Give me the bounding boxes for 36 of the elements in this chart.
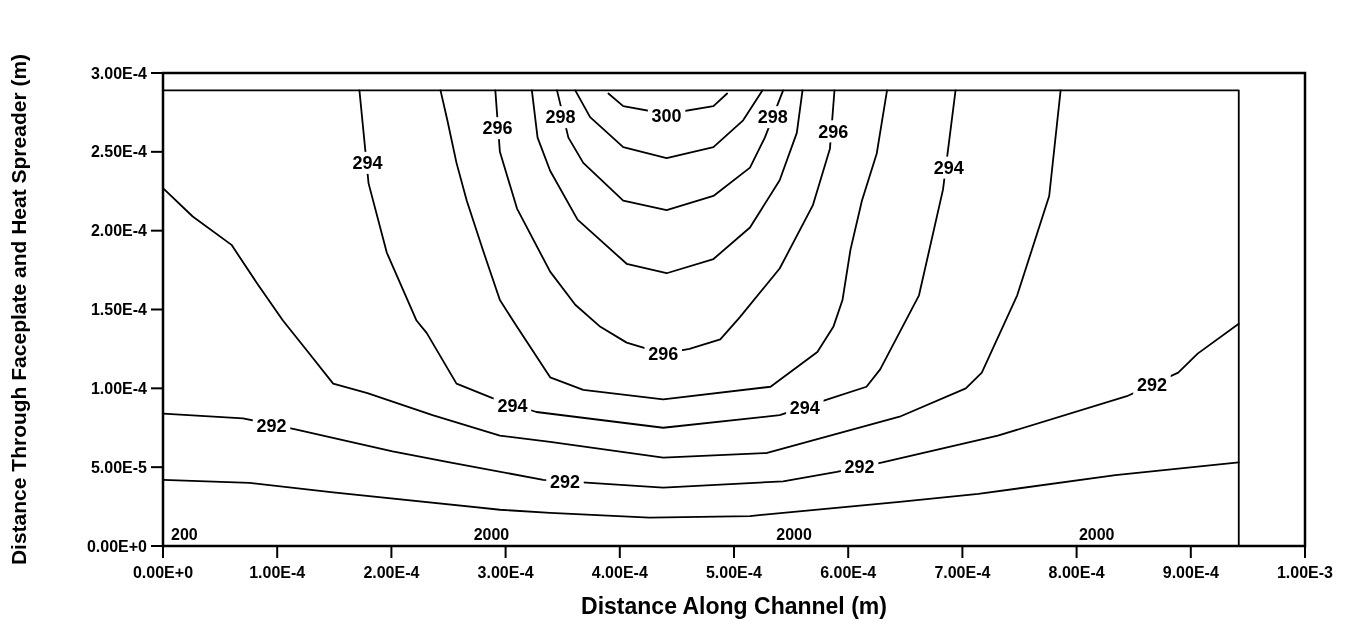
annotation: 294	[352, 153, 383, 174]
annotation: 292	[844, 457, 875, 478]
annotation: 292	[1136, 375, 1167, 396]
x-tick-label: 0.00E+0	[132, 564, 194, 581]
y-tick-label: 5.00E-5	[90, 458, 148, 476]
y-tick-label: 1.00E-4	[90, 379, 148, 397]
annotation: 2000	[1078, 526, 1115, 543]
x-axis-title: Distance Along Channel (m)	[581, 593, 887, 619]
y-tick-label: 1.50E-4	[90, 301, 148, 319]
y-axis-title: Distance Through Faceplate and Heat Spreader (m)	[7, 53, 30, 566]
x-tick-label: 8.00E-4	[1048, 564, 1105, 581]
annotation: 294	[933, 157, 964, 178]
x-tick-label: 9.00E-4	[1162, 564, 1219, 581]
x-tick-label: 4.00E-4	[591, 564, 648, 581]
annotation: 2000	[776, 526, 812, 543]
annotation: 298	[545, 107, 576, 128]
x-tick-label: 7.00E-4	[934, 564, 991, 581]
y-tick-label: 2.00E-4	[90, 222, 148, 240]
x-tick-label: 3.00E-4	[477, 564, 534, 581]
y-tick-label: 3.00E-4	[90, 64, 148, 82]
annotation: 294	[497, 395, 528, 416]
x-tick-label: 6.00E-4	[820, 564, 877, 581]
annotation: 292	[256, 416, 287, 437]
annotation: 200	[171, 526, 198, 543]
x-tick-label: 1.00E-3	[1276, 564, 1334, 581]
y-tick-label: 2.50E-4	[90, 143, 148, 161]
annotation: 292	[549, 471, 581, 492]
annotation: 296	[818, 121, 849, 142]
annotation: 2000	[473, 526, 510, 543]
y-tick-label: 0.00E+0	[86, 537, 148, 555]
annotation: 294	[789, 397, 820, 418]
x-tick-label: 5.00E-4	[705, 564, 763, 581]
annotation: 298	[757, 107, 788, 128]
x-tick-label: 2.00E-4	[363, 564, 420, 581]
x-tick-label: 1.00E-4	[249, 564, 306, 581]
annotation: 296	[482, 118, 513, 139]
